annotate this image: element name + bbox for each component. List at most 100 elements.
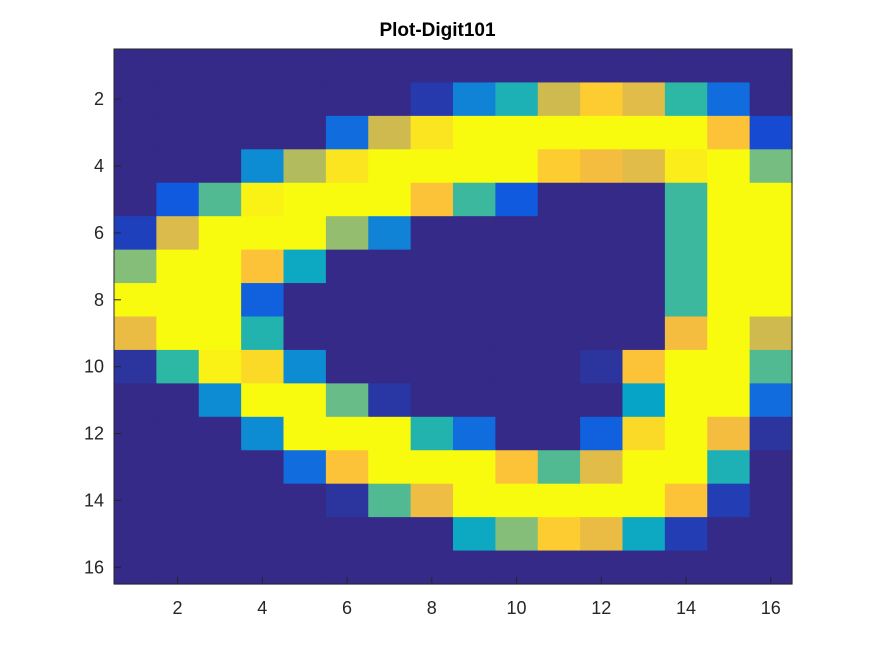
heatmap-cell (114, 316, 157, 351)
heatmap-cell (198, 383, 242, 418)
heatmap-cell (410, 149, 454, 184)
heatmap-cell (537, 115, 581, 150)
heatmap-cell (283, 149, 327, 184)
y-tick-label: 4 (94, 156, 104, 176)
heatmap-cell (156, 149, 200, 184)
heatmap-cells (114, 49, 793, 585)
heatmap-cell (410, 450, 454, 485)
heatmap-cell (580, 517, 624, 552)
heatmap-cell (453, 283, 496, 318)
heatmap-cell (664, 316, 708, 351)
heatmap-cell (453, 182, 496, 217)
axes-frame (113, 48, 793, 585)
heatmap-cell (114, 416, 157, 451)
heatmap-cell (283, 517, 327, 552)
heatmap-cell (622, 316, 666, 351)
heatmap-cell (537, 249, 581, 284)
heatmap-cell (707, 49, 751, 84)
heatmap-cell (580, 349, 624, 384)
x-tick-label: 14 (676, 598, 696, 618)
y-tick-label: 8 (94, 290, 104, 310)
heatmap-cell (664, 483, 708, 518)
x-tick-label: 10 (507, 598, 527, 618)
heatmap-cell (664, 149, 708, 184)
heatmap-cell (198, 483, 242, 518)
heatmap-cell (749, 49, 793, 84)
heatmap-cell (664, 383, 708, 418)
heatmap-cell (707, 283, 751, 318)
heatmap-cell (622, 349, 666, 384)
heatmap-cell (707, 182, 751, 217)
heatmap-cell (156, 416, 200, 451)
heatmap-cell (156, 115, 200, 150)
heatmap-cell (664, 49, 708, 84)
heatmap-cell (749, 316, 793, 351)
heatmap-cell (283, 115, 327, 150)
heatmap-cell (664, 517, 708, 552)
heatmap-cell (156, 182, 200, 217)
heatmap-cell (368, 283, 412, 318)
heatmap-cell (580, 416, 624, 451)
heatmap-cell (368, 115, 412, 150)
heatmap-cell (749, 383, 793, 418)
y-tick-label: 2 (94, 89, 104, 109)
heatmap-cell (537, 82, 581, 117)
x-tick-label: 6 (342, 598, 352, 618)
heatmap-cell (198, 450, 242, 485)
x-tick-label: 8 (427, 598, 437, 618)
heatmap-cell (749, 349, 793, 384)
heatmap-cell (241, 483, 285, 518)
heatmap-cell (368, 416, 412, 451)
heatmap-cell (664, 182, 708, 217)
heatmap-cell (325, 383, 369, 418)
heatmap-cell (495, 316, 539, 351)
heatmap-cell (495, 283, 539, 318)
heatmap-cell (114, 115, 157, 150)
heatmap-cell (453, 483, 496, 518)
heatmap-cell (410, 349, 454, 384)
heatmap-cell (368, 149, 412, 184)
heatmap-cell (283, 283, 327, 318)
heatmap-cell (241, 82, 285, 117)
x-tick-label: 16 (761, 598, 781, 618)
heatmap-cell (368, 517, 412, 552)
heatmap-cell (325, 82, 369, 117)
heatmap-cell (580, 115, 624, 150)
heatmap-cell (325, 115, 369, 150)
heatmap-cell (325, 216, 369, 251)
heatmap-cell (368, 349, 412, 384)
heatmap-cell (410, 182, 454, 217)
heatmap-cell (537, 316, 581, 351)
heatmap-cell (664, 349, 708, 384)
heatmap-cell (114, 249, 157, 284)
heatmap-cell (580, 483, 624, 518)
heatmap-cell (156, 82, 200, 117)
y-tick-label: 10 (84, 357, 104, 377)
heatmap-cell (749, 517, 793, 552)
heatmap-cell (156, 483, 200, 518)
heatmap-cell (580, 383, 624, 418)
heatmap-cell (537, 283, 581, 318)
heatmap-cell (283, 316, 327, 351)
heatmap-cell (410, 82, 454, 117)
heatmap-cell (156, 283, 200, 318)
heatmap-cell (283, 416, 327, 451)
heatmap-cell (241, 216, 285, 251)
heatmap-cell (664, 216, 708, 251)
heatmap-cell (410, 383, 454, 418)
x-tick-label: 2 (173, 598, 183, 618)
heatmap-cell (495, 115, 539, 150)
heatmap-cell (114, 283, 157, 318)
heatmap-cell (325, 517, 369, 552)
heatmap-cell (156, 383, 200, 418)
heatmap-cell (495, 182, 539, 217)
heatmap-cell (410, 283, 454, 318)
x-tick-label: 12 (591, 598, 611, 618)
heatmap-cell (664, 283, 708, 318)
heatmap-cell (241, 349, 285, 384)
heatmap-cell (707, 383, 751, 418)
heatmap-cell (410, 49, 454, 84)
heatmap-cell (580, 49, 624, 84)
heatmap-cell (156, 316, 200, 351)
